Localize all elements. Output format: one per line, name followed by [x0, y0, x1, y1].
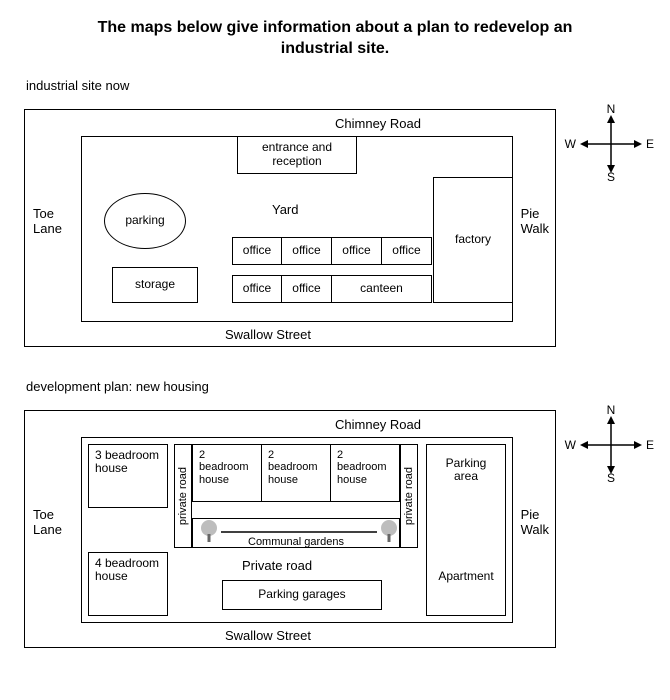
office-1-3: office: [331, 237, 382, 265]
house2-c: 2 beadroom house: [330, 444, 400, 502]
factory-box: factory: [433, 177, 513, 303]
parking-ellipse: parking: [104, 193, 186, 249]
road-east-l2: Walk: [521, 221, 549, 237]
road-east2-l2: Walk: [521, 522, 549, 538]
canteen: canteen: [331, 275, 432, 303]
office-2-2: office: [281, 275, 332, 303]
road-east-l1: Pie: [521, 206, 549, 222]
private-road-left: private road: [174, 444, 192, 548]
road-west-2: Toe Lane: [33, 507, 62, 538]
parking-area: Parking area: [435, 457, 497, 485]
office-2-1: office: [232, 275, 282, 303]
offices-block: office office office office office offic…: [232, 237, 432, 303]
page-title: The maps below give information about a …: [85, 18, 585, 60]
road-west-l2: Lane: [33, 221, 62, 237]
road-east-2: Pie Walk: [521, 507, 549, 538]
map2: Chimney Road Swallow Street Toe Lane Pie…: [24, 398, 646, 658]
office-1-1: office: [232, 237, 282, 265]
compass-w: W: [565, 137, 577, 151]
road-west2-l1: Toe: [33, 507, 62, 523]
private-road-left-text: private road: [177, 467, 190, 525]
road-west-l1: Toe: [33, 206, 62, 222]
map1: Chimney Road Swallow Street Toe Lane Pie…: [24, 97, 646, 357]
office-1-4: office: [381, 237, 432, 265]
road-east2-l1: Pie: [521, 507, 549, 523]
private-road-h: Private road: [242, 558, 312, 573]
entrance-box: entrance and reception: [237, 136, 357, 174]
compass-s: S: [607, 170, 615, 184]
compass-e: E: [646, 137, 654, 151]
compass-n: N: [607, 102, 616, 116]
compass-1: N S W E: [574, 107, 648, 181]
communal-gardens: Communal gardens: [192, 518, 400, 548]
yard-label: Yard: [272, 203, 299, 218]
house4: 4 beadroom house: [88, 552, 168, 616]
parking-garages: Parking garages: [222, 580, 382, 610]
private-road-right-text: private road: [403, 467, 416, 525]
house3: 3 beadroom house: [88, 444, 168, 508]
house2-a: 2 beadroom house: [192, 444, 262, 502]
private-road-right: private road: [400, 444, 418, 548]
map2-label: development plan: new housing: [26, 379, 646, 394]
road-north: Chimney Road: [335, 116, 421, 131]
map1-outer: Chimney Road Swallow Street Toe Lane Pie…: [24, 109, 556, 347]
road-south-2: Swallow Street: [225, 628, 311, 643]
compass-2: N S W E: [574, 408, 648, 482]
compass2-w: W: [565, 438, 577, 452]
map1-inner: entrance and reception parking Yard fact…: [81, 136, 513, 322]
communal-text: Communal gardens: [193, 536, 399, 549]
compass2-e: E: [646, 438, 654, 452]
road-west2-l2: Lane: [33, 522, 62, 538]
map2-outer: Chimney Road Swallow Street Toe Lane Pie…: [24, 410, 556, 648]
right-column: Parking area Apartment: [426, 444, 506, 616]
house2-b: 2 beadroom house: [261, 444, 331, 502]
compass2-n: N: [607, 403, 616, 417]
road-north-2: Chimney Road: [335, 417, 421, 432]
map2-inner: 3 beadroom house 4 beadroom house privat…: [81, 437, 513, 623]
map1-label: industrial site now: [26, 78, 646, 93]
road-south: Swallow Street: [225, 327, 311, 342]
compass2-s: S: [607, 471, 615, 485]
road-east: Pie Walk: [521, 206, 549, 237]
road-west: Toe Lane: [33, 206, 62, 237]
apartment: Apartment: [435, 570, 497, 584]
storage-box: storage: [112, 267, 198, 303]
office-1-2: office: [281, 237, 332, 265]
